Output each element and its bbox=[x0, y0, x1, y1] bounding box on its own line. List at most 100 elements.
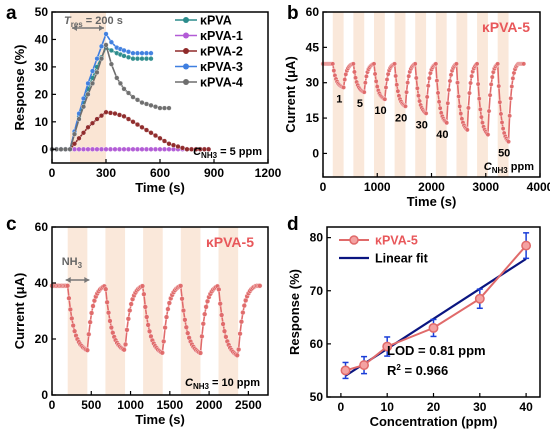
panel-c-series-point bbox=[236, 346, 242, 353]
panel-d-legend-label-2: Linear fit bbox=[375, 252, 429, 266]
panel-b-xlabel: Time (s) bbox=[407, 194, 457, 209]
panel-a-series-point bbox=[112, 110, 118, 117]
panel-a-series-point bbox=[108, 61, 115, 67]
panel-a-xlabel: Time (s) bbox=[135, 180, 185, 195]
panel-a-ytick-label: 50 bbox=[35, 5, 49, 19]
panel-a-series-point bbox=[152, 104, 159, 110]
panel-d-r2-label: R2 = 0.966 bbox=[387, 363, 448, 378]
panel-b-ytick-label: 0 bbox=[312, 146, 319, 160]
panel-a-series-point bbox=[125, 90, 132, 96]
panel-c-series-point bbox=[159, 350, 165, 356]
panel-b-series-point bbox=[393, 73, 399, 79]
panel-c-series-point bbox=[183, 324, 189, 330]
panel-a-series-point bbox=[179, 145, 186, 151]
panel-b-series-point bbox=[436, 99, 442, 105]
panel-b-series-point bbox=[475, 81, 481, 87]
panel-c-conc-label: CNH3 = 10 ppm bbox=[185, 377, 260, 391]
panel-a-series-point bbox=[157, 146, 163, 152]
panel-a-series-point bbox=[71, 146, 78, 152]
panel-c-series-point bbox=[240, 309, 246, 316]
panel-c-series-point bbox=[179, 296, 185, 302]
panel-b-series-point bbox=[350, 61, 356, 67]
panel-c-series-point bbox=[163, 314, 170, 320]
panel-c-ytick-label: 60 bbox=[35, 220, 49, 234]
panel-b-series-point bbox=[353, 75, 358, 81]
panel-b-series-point bbox=[363, 73, 369, 79]
panel-b-series-point bbox=[480, 120, 485, 126]
panel-a-series-point bbox=[94, 56, 100, 62]
panel-b-series-point bbox=[342, 77, 348, 82]
panel-b-series-point bbox=[341, 85, 347, 90]
panel-b-xtick-label: 1000 bbox=[364, 180, 391, 194]
panel-a-series-point bbox=[107, 110, 114, 116]
panel-c-series-point bbox=[203, 304, 209, 310]
panel-a-tres-arrowhead-left bbox=[72, 25, 77, 31]
panel-b-series-point bbox=[479, 114, 484, 120]
panel-b-series-point bbox=[404, 89, 409, 95]
panel-c-series-point bbox=[257, 283, 263, 289]
panel-b-series-point bbox=[414, 85, 420, 91]
panel-a-series-point bbox=[76, 135, 82, 141]
panel-b-series-point bbox=[435, 90, 441, 96]
panel-b-series-point bbox=[372, 71, 378, 77]
panel-b-series-point bbox=[485, 132, 491, 137]
panel-d-ytick-label: 60 bbox=[310, 337, 324, 351]
panel-a-series-point bbox=[112, 146, 118, 152]
panel-a-series-point bbox=[108, 47, 115, 54]
panel-a-response-vs-time: 0 300 600 900 1200 0 10 20 30 40 50 Time (s) Respons… bbox=[12, 5, 282, 195]
panel-a-series-point bbox=[98, 43, 105, 49]
panel-a-ytick-label: 0 bbox=[41, 142, 48, 156]
panel-letter-c: c bbox=[6, 214, 17, 235]
panel-a-series-point bbox=[103, 146, 109, 152]
panel-a-series-point bbox=[85, 91, 91, 97]
panel-a-series-point bbox=[152, 146, 159, 152]
panel-a-series-point bbox=[98, 146, 105, 152]
panel-a-series-point bbox=[184, 146, 190, 152]
panel-b-series-point bbox=[474, 61, 480, 67]
panel-c-series-point bbox=[162, 325, 168, 331]
panel-b-series-point bbox=[458, 111, 464, 116]
panel-d-xtick-label: 30 bbox=[473, 400, 487, 414]
panel-a-series-point bbox=[98, 113, 105, 119]
panel-c-xtick-label: 500 bbox=[81, 398, 101, 412]
panel-b-series-point bbox=[448, 72, 454, 78]
panel-a-series-point bbox=[89, 146, 96, 152]
panel-c-series-point bbox=[105, 310, 112, 316]
panel-a-legend-label: κPVA-1 bbox=[200, 29, 243, 43]
panel-a-series-point bbox=[148, 56, 154, 62]
panel-a-series-point bbox=[148, 102, 154, 108]
panel-c-series-point bbox=[84, 347, 90, 353]
panel-d-xlabel: Concentration (ppm) bbox=[370, 414, 498, 429]
panel-a-series-point bbox=[103, 109, 109, 115]
panel-c-series-point bbox=[141, 291, 147, 297]
panel-b-series-point bbox=[425, 83, 431, 89]
panel-a-legend-label: κPVA-4 bbox=[200, 76, 243, 90]
panel-c-series-point bbox=[234, 352, 240, 358]
panel-d-xtick-label: 0 bbox=[338, 400, 345, 414]
panel-c-series-point bbox=[241, 303, 247, 309]
panel-a-series-point bbox=[94, 116, 100, 122]
panel-c-nh3-label: NH3 bbox=[62, 256, 83, 270]
panel-c-series-point bbox=[199, 333, 205, 339]
panel-c-series-point bbox=[86, 331, 92, 337]
panel-c-xtick-label: 2000 bbox=[196, 398, 223, 412]
panel-a-legend-marker bbox=[183, 32, 189, 39]
panel-b-exposure-shade bbox=[332, 12, 344, 177]
panel-a-series-point bbox=[121, 113, 127, 119]
panel-a-series-point bbox=[139, 50, 145, 56]
panel-a-series-point bbox=[148, 50, 154, 56]
panel-b-series-point bbox=[392, 61, 398, 67]
panel-c-series-point bbox=[223, 334, 229, 340]
panel-a-series-point bbox=[175, 143, 181, 150]
panel-a-xtick-label: 0 bbox=[49, 166, 56, 180]
panel-c-series-point bbox=[145, 322, 151, 328]
panel-c-series-point bbox=[90, 303, 96, 309]
panel-a-series-point bbox=[170, 142, 177, 148]
panel-b-series-point bbox=[413, 75, 419, 81]
panel-a-series-point bbox=[139, 124, 145, 130]
panel-c-series-point bbox=[124, 327, 130, 333]
panel-c-ytick-label: 0 bbox=[41, 388, 48, 402]
panel-a-series-point bbox=[76, 146, 82, 152]
panel-c-exposure-shade bbox=[180, 227, 201, 395]
